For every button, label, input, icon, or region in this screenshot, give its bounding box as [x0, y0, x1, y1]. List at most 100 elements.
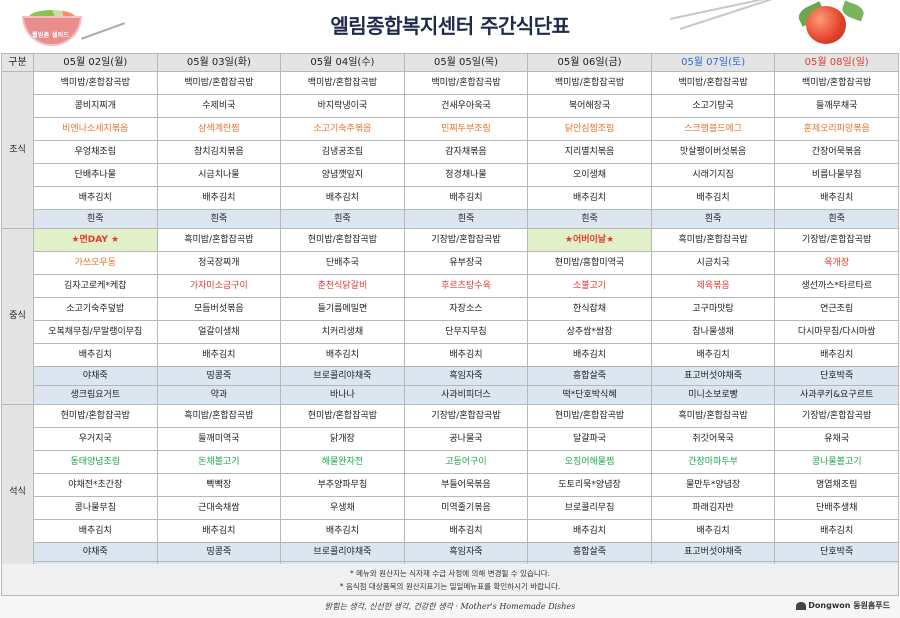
day-header: 05월 03일(화)	[156, 53, 282, 72]
menu-item: 김냉공조림	[280, 140, 405, 164]
lunch-row: 중식 ★면DAY ★ 흑미밥/혼합잡곡밥 현미밥/혼합잡곡밥 기장밥/혼합잡곡밥 ★어버이…	[1, 228, 899, 405]
header: 웰빙줌 샐러드 엘림종합복지센터 주간식단표	[0, 0, 900, 52]
menu-item: 배추김치	[774, 519, 899, 543]
menu-item: 소불고기	[527, 274, 652, 298]
menu-item: 스크램블드에그	[650, 117, 776, 141]
menu-item: 김자고로케*케찹	[33, 274, 158, 298]
menu-item: 시금치국	[650, 251, 776, 275]
menu-item: 야채죽	[33, 542, 158, 562]
menu-item: 배추김치	[527, 519, 652, 543]
dinner-row: 우거지국 들깨미역국 닭개장 공나물국 달걀파국 취갓어묵국 유채국	[2, 427, 899, 451]
menu-item: 단호박죽	[774, 366, 899, 386]
menu-item: 참치김치볶음	[156, 140, 282, 164]
menu-item: 단배추나물	[33, 163, 158, 187]
menu-item: 흰죽	[403, 209, 529, 229]
weekly-menu-table: 구분 05월 02일(월) 05월 03일(화) 05월 04일(수) 05월 …	[1, 53, 899, 581]
menu-item: 브로콜리야채죽	[280, 542, 405, 562]
menu-item: 들깨미역국	[156, 427, 282, 451]
menu-item: 청경채나물	[403, 163, 529, 187]
menu-item: 고구마맛탕	[650, 297, 776, 321]
menu-item: 흰죽	[774, 209, 899, 229]
menu-item: 참나물생채	[650, 320, 776, 344]
menu-item: 훈제오리피망볶음	[774, 117, 899, 141]
menu-item: 소고기숙주볶음	[280, 117, 405, 141]
menu-item: 간장어묵볶음	[774, 140, 899, 164]
breakfast-row: 흰죽 흰죽 흰죽 흰죽 흰죽 흰죽 흰죽	[2, 209, 899, 229]
menu-item: 콩나물무침	[33, 496, 158, 520]
menu-item: 비엔나소세지볶음	[33, 117, 158, 141]
menu-item: 오복채무침/무말랭이무침	[33, 320, 158, 344]
menu-item: 북어해장국	[527, 94, 652, 118]
menu-item: 바지락냉이국	[280, 94, 405, 118]
menu-item: 배추김치	[33, 186, 158, 210]
menu-item: 배추김치	[33, 343, 158, 367]
menu-item: 표고버섯야채죽	[650, 366, 776, 386]
footer: 밝힘는 생각, 신선한 생각, 건강한 생각 · Mother's Homema…	[0, 596, 900, 618]
menu-item: 치커리생채	[280, 320, 405, 344]
menu-item: 얼갈이생채	[156, 320, 282, 344]
menu-item: 백미밥/혼합잡곡밥	[33, 71, 158, 95]
menu-item: 백미밥/혼합잡곡밥	[527, 71, 652, 95]
menu-item: 배추김치	[156, 343, 282, 367]
meal-label-lunch: 중식	[1, 228, 34, 405]
menu-item: 양념깻잎지	[280, 163, 405, 187]
menu-item: 모듬버섯볶음	[156, 297, 282, 321]
menu-item: 흑미밥/혼합잡곡밥	[650, 228, 776, 252]
menu-item: 생선까스*타르타르	[774, 274, 899, 298]
menu-item: 들기름메밀면	[280, 297, 405, 321]
notes: * 메뉴와 원산지는 식자재 수급 사정에 의해 변경될 수 있습니다. * 음…	[1, 564, 899, 596]
note-line: * 음식점 대상품목의 원산지표기는 밀일메뉴표를 확인하시기 바랍니다.	[339, 582, 561, 591]
menu-item: 삼색계란찜	[156, 117, 282, 141]
lunch-row: 가쓰오우동 청국장찌개 단배추국 유부장국 현미밥/흥합미역국 시금치국 육개장	[2, 251, 899, 275]
menu-item: 한식잡채	[527, 297, 652, 321]
menu-item: 후르츠탕수육	[403, 274, 529, 298]
menu-item: 연근조림	[774, 297, 899, 321]
menu-item: 근대숙채쌈	[156, 496, 282, 520]
menu-item: 백미밥/혼합잡곡밥	[280, 71, 405, 95]
menu-item: 띵콩죽	[156, 366, 282, 386]
menu-item: 건새우아욱국	[403, 94, 529, 118]
menu-item: 명엽채조림	[774, 473, 899, 497]
menu-item: 취갓어묵국	[650, 427, 776, 451]
menu-item: 배추김치	[156, 186, 282, 210]
menu-item: 현미밥/혼합잡곡밥	[280, 228, 405, 252]
menu-item: 야채전*초간장	[33, 473, 158, 497]
menu-item: 배추김치	[527, 343, 652, 367]
menu-item: 백미밥/혼합잡곡밥	[774, 71, 899, 95]
menu-item: 브로콜리무침	[527, 496, 652, 520]
menu-item: 다시마무침/다시마쌈	[774, 320, 899, 344]
menu-item: 떡*단호박식혜	[527, 385, 652, 405]
menu-item: 흰죽	[650, 209, 776, 229]
menu-item: 배추김치	[280, 343, 405, 367]
menu-item: 간장마파두부	[650, 450, 776, 474]
menu-item: 우생채	[280, 496, 405, 520]
menu-item: 부들어묵볶음	[403, 473, 529, 497]
menu-item: 소고기숙주덮밥	[33, 297, 158, 321]
lunch-row: 생크림요거트 약과 바나나 사과비피더스 떡*단호박식혜 미니소보로빵 사과쿠키&요구르트	[2, 385, 899, 405]
menu-item: 미니소보로빵	[650, 385, 776, 405]
menu-item: 배추김치	[403, 519, 529, 543]
menu-item: 백미밥/혼합잡곡밥	[650, 71, 776, 95]
day-header: 05월 06일(금)	[527, 53, 652, 72]
page-title: 엘림종합복지센터 주간식단표	[330, 14, 570, 38]
menu-item: 자장소스	[403, 297, 529, 321]
menu-item: 유부장국	[403, 251, 529, 275]
menu-item: 약과	[156, 385, 282, 405]
menu-item: ★면DAY ★	[33, 228, 158, 252]
lunch-row: 배추김치 배추김치 배추김치 배추김치 배추김치 배추김치 배추김치	[2, 343, 899, 367]
dinner-row: 석식 현미밥/혼합잡곡밥 흑미밥/혼합잡곡밥 현미밥/혼합잡곡밥 기장밥/혼합잡곡밥 현미…	[1, 404, 899, 581]
menu-item: 우거지국	[33, 427, 158, 451]
menu-item: 배추김치	[403, 186, 529, 210]
dinner-row: 야채전*초간장 빡빡장 부추양파무침 부들어묵볶음 도토리묵*양념장 물만두*양념장 명엽채…	[2, 473, 899, 497]
menu-item: 흥합살죽	[527, 366, 652, 386]
decoration-utensils	[660, 0, 900, 52]
menu-item: 현미밥/혼합잡곡밥	[33, 404, 158, 428]
menu-item: 흑임자죽	[403, 542, 529, 562]
day-header: 05월 02일(월)	[33, 53, 158, 72]
logo: 웰빙줌 샐러드	[22, 8, 125, 50]
menu-item: 흰죽	[527, 209, 652, 229]
menu-item: 민찌두부조림	[403, 117, 529, 141]
menu-item: 기장밥/혼합잡곡밥	[774, 228, 899, 252]
menu-item: 배추김치	[403, 343, 529, 367]
breakfast-row: 단배추나물 시금치나물 양념깻잎지 청경채나물 오이생채 시래기지짐 비름나물무침	[2, 163, 899, 187]
